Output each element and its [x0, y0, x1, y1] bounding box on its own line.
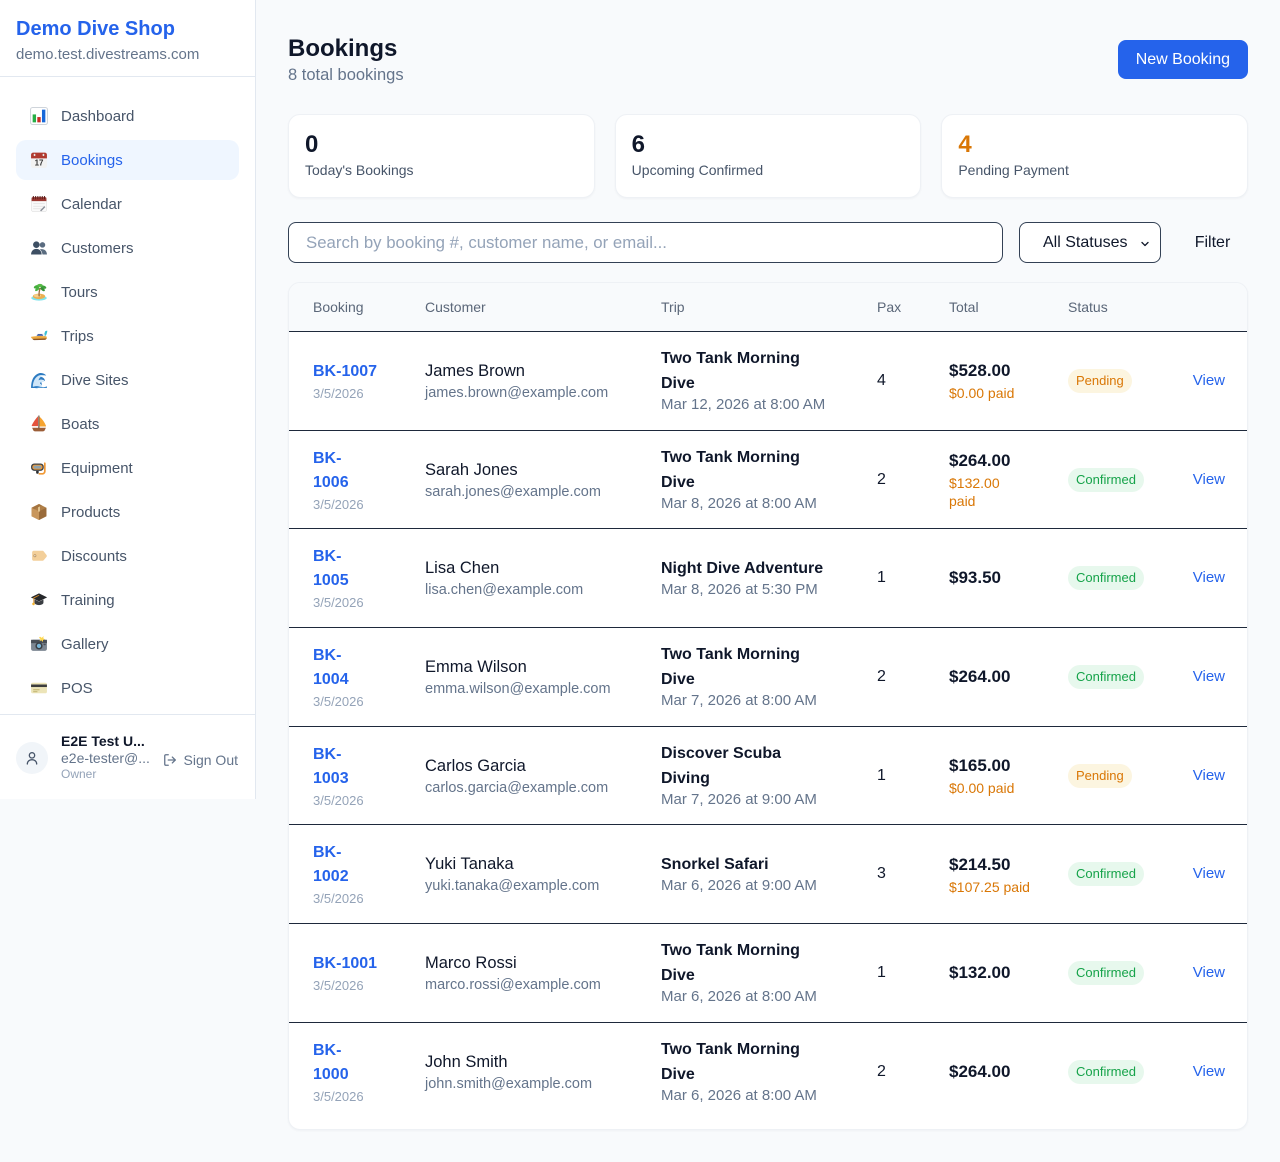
svg-text:17: 17 — [35, 159, 44, 168]
